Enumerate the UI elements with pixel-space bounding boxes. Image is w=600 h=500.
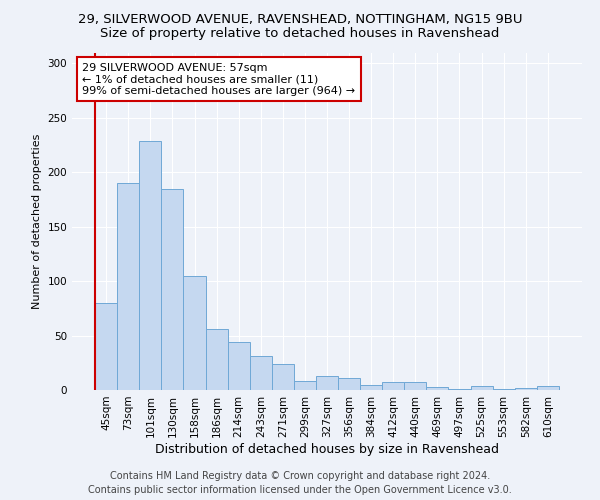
Bar bbox=[427, 386, 448, 390]
Bar bbox=[316, 376, 338, 390]
Bar bbox=[227, 342, 250, 390]
Bar bbox=[448, 389, 470, 390]
X-axis label: Distribution of detached houses by size in Ravenshead: Distribution of detached houses by size … bbox=[155, 442, 499, 456]
Bar bbox=[294, 382, 316, 390]
Bar bbox=[515, 388, 537, 390]
Text: 29, SILVERWOOD AVENUE, RAVENSHEAD, NOTTINGHAM, NG15 9BU: 29, SILVERWOOD AVENUE, RAVENSHEAD, NOTTI… bbox=[78, 12, 522, 26]
Bar bbox=[470, 386, 493, 390]
Bar bbox=[250, 356, 272, 390]
Y-axis label: Number of detached properties: Number of detached properties bbox=[32, 134, 42, 309]
Bar bbox=[338, 378, 360, 390]
Bar bbox=[360, 384, 382, 390]
Bar bbox=[161, 188, 184, 390]
Bar bbox=[184, 276, 206, 390]
Bar bbox=[537, 386, 559, 390]
Text: Contains HM Land Registry data © Crown copyright and database right 2024.
Contai: Contains HM Land Registry data © Crown c… bbox=[88, 471, 512, 495]
Bar bbox=[206, 329, 227, 390]
Bar bbox=[382, 382, 404, 390]
Bar bbox=[95, 303, 117, 390]
Text: Size of property relative to detached houses in Ravenshead: Size of property relative to detached ho… bbox=[100, 28, 500, 40]
Bar bbox=[493, 389, 515, 390]
Bar bbox=[272, 364, 294, 390]
Bar bbox=[404, 382, 427, 390]
Bar bbox=[117, 183, 139, 390]
Text: 29 SILVERWOOD AVENUE: 57sqm
← 1% of detached houses are smaller (11)
99% of semi: 29 SILVERWOOD AVENUE: 57sqm ← 1% of deta… bbox=[82, 62, 355, 96]
Bar bbox=[139, 140, 161, 390]
